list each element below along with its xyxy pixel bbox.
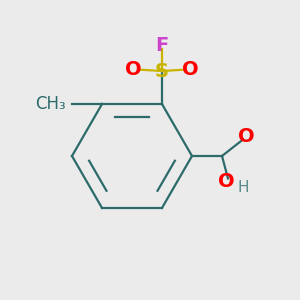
- Text: O: O: [238, 127, 254, 146]
- Text: O: O: [182, 60, 199, 79]
- Text: F: F: [155, 36, 169, 55]
- Text: CH₃: CH₃: [35, 95, 66, 113]
- Text: S: S: [155, 61, 169, 80]
- Text: O: O: [125, 60, 142, 79]
- Text: O: O: [218, 172, 235, 191]
- Text: H: H: [237, 180, 249, 195]
